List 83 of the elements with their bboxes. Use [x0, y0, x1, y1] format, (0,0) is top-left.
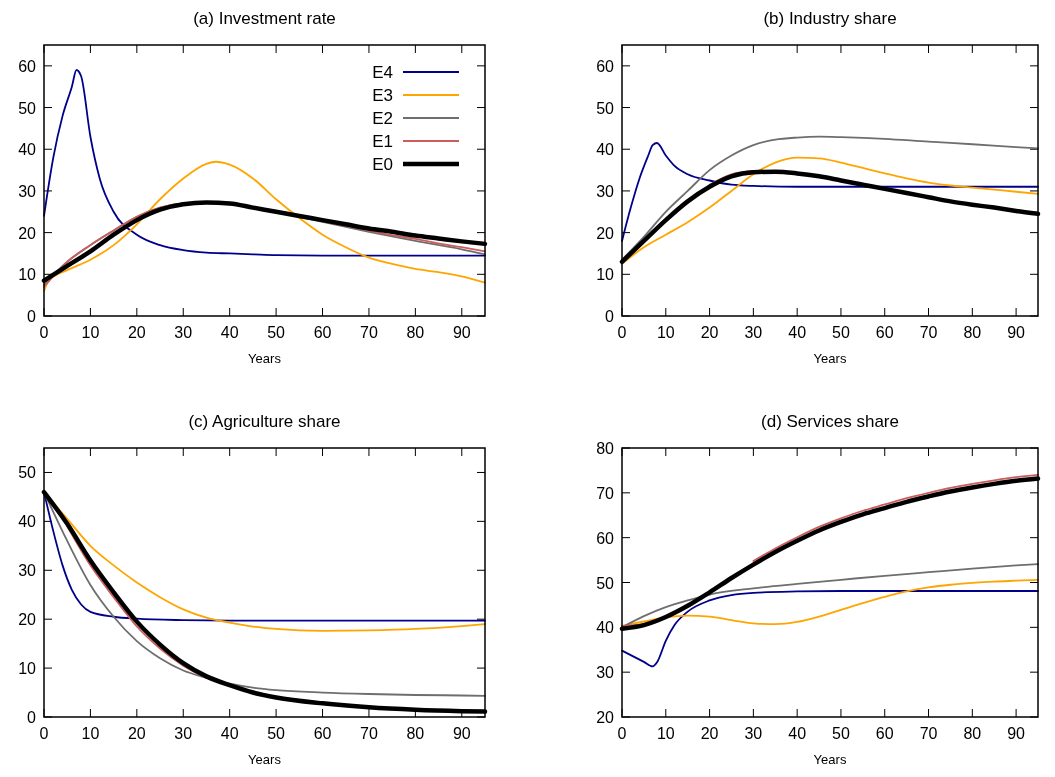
x-tick-label: 70: [919, 725, 938, 742]
y-tick-label: 30: [18, 182, 37, 200]
x-tick-label: 50: [267, 324, 286, 341]
x-tick-label: 80: [963, 324, 982, 341]
x-tick-label: 60: [875, 725, 894, 742]
x-tick-label: 80: [406, 324, 425, 341]
chart-title: (a) Investment rate: [193, 9, 336, 28]
y-tick-label: 30: [596, 664, 615, 682]
y-tick-label: 10: [18, 266, 37, 284]
legend-label: E4: [372, 63, 393, 82]
x-tick-label: 60: [875, 324, 894, 341]
x-tick-label: 80: [963, 725, 982, 742]
x-axis-title: Years: [248, 351, 282, 366]
x-tick-label: 30: [744, 725, 763, 742]
y-tick-label: 40: [18, 141, 37, 159]
line-series: [621, 142, 1039, 242]
x-tick-label: 40: [788, 324, 807, 341]
x-tick-label: 70: [360, 324, 378, 341]
x-tick-label: 20: [700, 324, 719, 341]
x-tick-label: 20: [127, 324, 146, 341]
y-tick-label: 30: [18, 562, 37, 580]
line-series: [621, 590, 1039, 668]
legend-label: E3: [372, 86, 393, 105]
line-series: [43, 160, 486, 292]
x-tick-label: 0: [617, 725, 627, 742]
y-tick-label: 70: [596, 484, 615, 502]
x-axis-title: Years: [813, 351, 847, 366]
x-axis-title: Years: [813, 752, 847, 767]
y-tick-label: 20: [596, 709, 615, 726]
x-tick-label: 90: [452, 725, 471, 742]
x-tick-label: 30: [744, 324, 763, 341]
x-tick-label: 10: [656, 725, 675, 742]
chart-title: (b) Industry share: [763, 9, 897, 28]
y-tick-label: 60: [596, 529, 615, 547]
y-tick-label: 30: [596, 182, 615, 200]
legend-label: E0: [372, 155, 393, 174]
x-tick-label: 80: [406, 725, 425, 742]
y-tick-label: 10: [596, 266, 615, 284]
legend-label: E1: [372, 132, 393, 151]
x-tick-label: 30: [174, 725, 193, 742]
y-tick-label: 80: [596, 440, 615, 457]
x-tick-label: 10: [656, 324, 675, 341]
chart-title: (d) Services share: [761, 412, 899, 431]
y-tick-label: 40: [596, 141, 615, 159]
legend-label: E2: [372, 109, 393, 128]
y-tick-label: 50: [596, 99, 615, 117]
x-tick-label: 50: [267, 725, 286, 742]
x-tick-label: 60: [313, 725, 332, 742]
y-tick-label: 50: [18, 99, 37, 117]
x-tick-label: 40: [788, 725, 807, 742]
x-tick-label: 50: [832, 725, 850, 742]
x-tick-label: 90: [1007, 324, 1026, 341]
chart-title: (c) Agriculture share: [188, 412, 341, 431]
x-tick-label: 10: [81, 324, 100, 341]
y-tick-label: 60: [18, 57, 37, 75]
y-tick-label: 10: [18, 660, 37, 678]
y-tick-label: 0: [27, 308, 37, 325]
x-tick-label: 40: [220, 725, 239, 742]
y-tick-label: 0: [605, 308, 615, 325]
y-tick-label: 20: [596, 224, 615, 242]
x-tick-label: 0: [617, 324, 627, 341]
x-tick-label: 50: [832, 324, 850, 341]
y-tick-label: 50: [596, 574, 615, 592]
x-tick-label: 10: [81, 725, 100, 742]
y-tick-label: 50: [18, 464, 37, 482]
x-tick-label: 0: [39, 324, 49, 341]
x-tick-label: 90: [452, 324, 471, 341]
x-tick-label: 0: [39, 725, 49, 742]
x-tick-label: 20: [127, 725, 146, 742]
y-tick-label: 20: [18, 224, 37, 242]
x-tick-label: 40: [220, 324, 239, 341]
x-tick-label: 90: [1007, 725, 1026, 742]
x-axis-title: Years: [248, 752, 282, 767]
y-tick-label: 20: [18, 611, 37, 629]
y-tick-label: 40: [596, 619, 615, 637]
x-tick-label: 20: [700, 725, 719, 742]
x-tick-label: 70: [360, 725, 378, 742]
x-tick-label: 30: [174, 324, 193, 341]
y-tick-label: 60: [596, 57, 615, 75]
y-tick-label: 0: [27, 709, 37, 726]
x-tick-label: 70: [919, 324, 938, 341]
x-tick-label: 60: [313, 324, 332, 341]
y-tick-label: 40: [18, 513, 37, 531]
